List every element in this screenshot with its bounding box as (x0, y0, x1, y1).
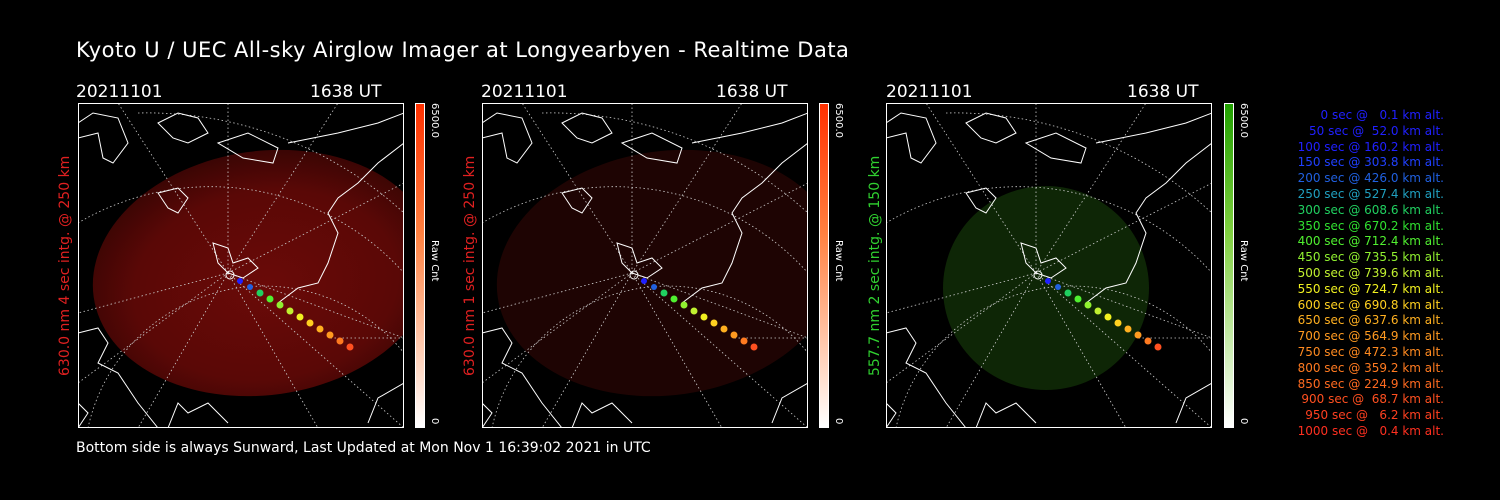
colorbar-max: 6500.0 (833, 103, 844, 138)
coastlines (886, 112, 1212, 428)
colorbar-unit: Raw Cnt (429, 240, 440, 282)
colorbar-max: 6500.0 (1238, 103, 1249, 138)
legend-row: 250 sec @ 527.4 km alt. (1297, 186, 1444, 201)
grid-lines (78, 103, 404, 428)
legend-row: 500 sec @ 739.6 km alt. (1297, 265, 1444, 280)
colorbar-unit: Raw Cnt (833, 240, 844, 282)
legend-row: 50 sec @ 52.0 km alt. (1309, 123, 1444, 138)
panel-side-label: 630.0 nm 1 sec intg. @ 250 km (462, 155, 478, 376)
legend-row: 550 sec @ 724.7 km alt. (1297, 281, 1444, 296)
airglow-region (496, 149, 808, 397)
legend-row: 600 sec @ 690.8 km alt. (1297, 297, 1444, 312)
airglow-region (943, 186, 1149, 390)
legend-row: 650 sec @ 637.6 km alt. (1297, 313, 1444, 328)
panel-time: 1638 UT (716, 82, 788, 102)
legend-row: 750 sec @ 472.3 km alt. (1297, 344, 1444, 359)
panel-date: 20211101 (481, 82, 568, 102)
legend-row: 300 sec @ 608.6 km alt. (1297, 202, 1444, 217)
trajectory-legend: 0 sec @ 0.1 km alt. 50 sec @ 52.0 km alt.… (1262, 108, 1444, 440)
legend-row: 1000 sec @ 0.4 km alt. (1297, 423, 1444, 438)
colorbar-min: 0 (1238, 418, 1249, 425)
colorbar-min: 0 (833, 418, 844, 425)
coastlines (78, 112, 404, 428)
panel-time: 1638 UT (1127, 82, 1199, 102)
legend-row: 450 sec @ 735.5 km alt. (1297, 250, 1444, 265)
colorbar-min: 0 (429, 418, 440, 425)
legend-row: 900 sec @ 68.7 km alt. (1301, 392, 1444, 407)
coastlines (482, 112, 808, 428)
legend-row: 800 sec @ 359.2 km alt. (1297, 360, 1444, 375)
colorbar-1 (415, 103, 425, 428)
footer-status: Bottom side is always Sunward, Last Upda… (76, 440, 651, 456)
legend-row: 0 sec @ 0.1 km alt. (1320, 108, 1445, 122)
panel-side-label: 557.7 nm 2 sec intg. @ 150 km (867, 155, 883, 376)
rocket-trajectory (1033, 270, 1162, 351)
legend-row: 100 sec @ 160.2 km alt. (1297, 139, 1444, 154)
airglow-map-3[interactable] (886, 103, 1212, 428)
grid-lines (886, 103, 1212, 428)
airglow-map-1[interactable] (78, 103, 404, 428)
colorbar-2 (819, 103, 829, 428)
legend-row: 200 sec @ 426.0 km alt. (1297, 171, 1444, 186)
colorbar-3 (1224, 103, 1234, 428)
legend-row: 700 sec @ 564.9 km alt. (1297, 329, 1444, 344)
colorbar-max: 6500.0 (429, 103, 440, 138)
legend-row: 850 sec @ 224.9 km alt. (1297, 376, 1444, 391)
rocket-trajectory (225, 270, 354, 351)
legend-row: 950 sec @ 6.2 km alt. (1305, 408, 1444, 423)
grid-lines (482, 103, 808, 428)
rocket-trajectory (629, 270, 758, 351)
panel-date: 20211101 (886, 82, 973, 102)
legend-row: 350 sec @ 670.2 km alt. (1297, 218, 1444, 233)
colorbar-unit: Raw Cnt (1238, 240, 1249, 282)
panel-side-label: 630.0 nm 4 sec intg. @ 250 km (57, 155, 73, 376)
panel-date: 20211101 (76, 82, 163, 102)
panel-time: 1638 UT (310, 82, 382, 102)
legend-row: 150 sec @ 303.8 km alt. (1297, 155, 1444, 170)
page-title: Kyoto U / UEC All-sky Airglow Imager at … (76, 38, 850, 62)
airglow-map-2[interactable] (482, 103, 808, 428)
airglow-region (92, 149, 404, 397)
legend-row: 400 sec @ 712.4 km alt. (1297, 234, 1444, 249)
